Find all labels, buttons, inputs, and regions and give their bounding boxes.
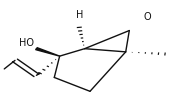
- Text: O: O: [143, 12, 151, 22]
- Text: HO: HO: [19, 38, 33, 48]
- Polygon shape: [36, 48, 60, 56]
- Text: H: H: [76, 10, 83, 20]
